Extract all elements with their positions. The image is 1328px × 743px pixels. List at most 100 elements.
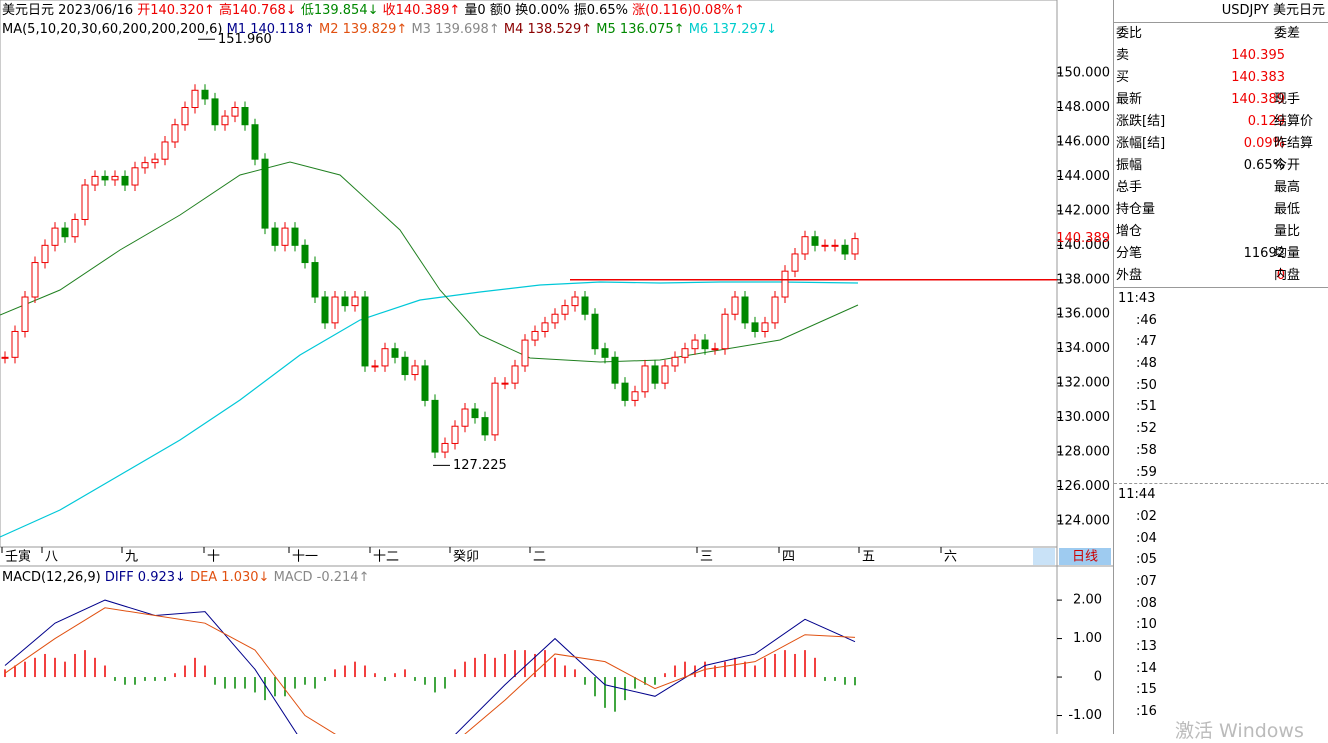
candle — [111, 175, 119, 181]
tick-time: 11:44 — [1114, 483, 1328, 506]
y-tick-label: 128.000 — [1056, 445, 1110, 460]
candle — [371, 365, 379, 368]
candle — [551, 313, 559, 324]
candle — [681, 348, 689, 358]
candle — [691, 339, 699, 350]
candle — [721, 313, 729, 350]
candle — [791, 253, 799, 272]
header-item: 开140.320↑ — [137, 3, 215, 18]
candle — [501, 382, 509, 385]
period-button[interactable] — [1059, 548, 1111, 565]
time-label: 十二 — [373, 550, 399, 565]
candle — [601, 348, 609, 358]
y-tick-label: 146.000 — [1056, 134, 1110, 149]
header-item: M4 138.529↑ — [504, 22, 592, 37]
candle — [1, 356, 9, 359]
quote-cell: 持仓量 — [1116, 202, 1156, 217]
quote-row: 涨幅[结] 0.09% 昨结算 — [1114, 133, 1328, 155]
candle — [411, 365, 419, 376]
candle — [331, 296, 339, 324]
quote-row: 委比 委差 — [1114, 23, 1328, 45]
macd-item: MACD(12,26,9) — [2, 570, 101, 585]
tick-time: :05 — [1136, 552, 1157, 568]
y-tick-label: 1.00 — [1073, 631, 1102, 646]
price-frame — [0, 0, 1058, 548]
quote-cell: 0 — [1276, 268, 1285, 283]
candle — [71, 218, 79, 238]
tick-time: :15 — [1136, 682, 1157, 698]
candle — [351, 296, 359, 307]
candle — [831, 244, 839, 247]
y-tick-label: -1.00 — [1068, 708, 1102, 723]
y-tick-label: 132.000 — [1056, 376, 1110, 391]
time-label: 三 — [700, 550, 713, 565]
candle — [41, 244, 49, 264]
y-tick-label: 140.000 — [1056, 238, 1110, 253]
macd-line — [4, 607, 856, 734]
candle — [151, 158, 159, 164]
quote-cell: 昨结算 — [1274, 136, 1314, 151]
quote-row: 振幅 0.65% 今开 — [1114, 155, 1328, 177]
tick-time: :02 — [1136, 508, 1157, 524]
header-item: 收140.389↑ — [383, 3, 461, 18]
candle — [301, 244, 309, 264]
candle — [761, 322, 769, 332]
tick-time: :13 — [1136, 639, 1157, 654]
macd-item: DEA 1.030↓ — [190, 570, 269, 585]
header-item: 高140.768↓ — [219, 2, 297, 18]
header-item: 2023/06/16 — [58, 3, 133, 18]
candle — [241, 107, 249, 126]
tick-time: :58 — [1136, 442, 1157, 458]
candle — [51, 227, 59, 246]
tick-time: :59 — [1136, 464, 1157, 480]
tick-time: :46 — [1136, 312, 1157, 328]
candle — [591, 313, 599, 350]
candle — [131, 167, 139, 186]
candle — [641, 365, 649, 393]
candle — [141, 162, 149, 169]
candle — [231, 107, 239, 117]
chart: 美元日元 2023/06/16 开140.320↑ 高140.768↓ 低139… — [0, 0, 1113, 734]
candle — [481, 417, 489, 436]
y-tick-label: 138.000 — [1056, 272, 1110, 287]
candle — [401, 356, 409, 376]
tick-time: :07 — [1136, 573, 1157, 589]
quote-cell: 0.09% — [1243, 136, 1285, 151]
header-bar: 美元日元 2023/06/16 开140.320↑ 高140.768↓ 低139… — [2, 2, 745, 18]
y-tick-label: 148.000 — [1056, 100, 1110, 115]
candle — [841, 244, 849, 255]
tick-time: :08 — [1136, 595, 1157, 611]
candle — [651, 365, 659, 384]
quote-cell: 最低 — [1274, 202, 1301, 217]
quote-row: 外盘 0 内盘 — [1114, 265, 1328, 287]
candle — [771, 296, 779, 324]
quote-cell: 量比 — [1274, 224, 1301, 239]
candle — [281, 227, 289, 246]
time-label: 八 — [45, 550, 58, 565]
y-tick-label: 0 — [1094, 670, 1102, 685]
candle — [421, 365, 429, 401]
quote-row: 卖 140.395 — [1114, 45, 1328, 67]
header-item: M3 139.698↑ — [411, 22, 499, 37]
header-item: M6 137.297↓ — [689, 22, 777, 37]
quote-cell: 140.395 — [1231, 48, 1285, 63]
y-tick-label: 130.000 — [1056, 410, 1110, 425]
candle — [701, 339, 709, 350]
y-tick-label: 150.000 — [1056, 66, 1110, 81]
candle — [431, 399, 439, 453]
tick-time: :16 — [1136, 704, 1157, 720]
quote-cell: 今开 — [1274, 158, 1301, 173]
watermark: 激活 Windows — [1175, 720, 1304, 742]
header-item: 美元日元 — [2, 3, 54, 18]
time-label: 十 — [207, 550, 220, 565]
header-item: 额0 — [490, 3, 511, 18]
tick-time: :50 — [1136, 377, 1157, 393]
quote-cell: 委比 — [1116, 26, 1143, 41]
high-label: 151.960 — [218, 32, 272, 47]
candle — [31, 262, 39, 298]
quote-cell: 增仓 — [1116, 224, 1143, 239]
candle — [741, 296, 749, 324]
tick-time: :51 — [1136, 399, 1157, 415]
y-tick-label: 136.000 — [1056, 307, 1110, 322]
macd-line — [4, 599, 856, 734]
